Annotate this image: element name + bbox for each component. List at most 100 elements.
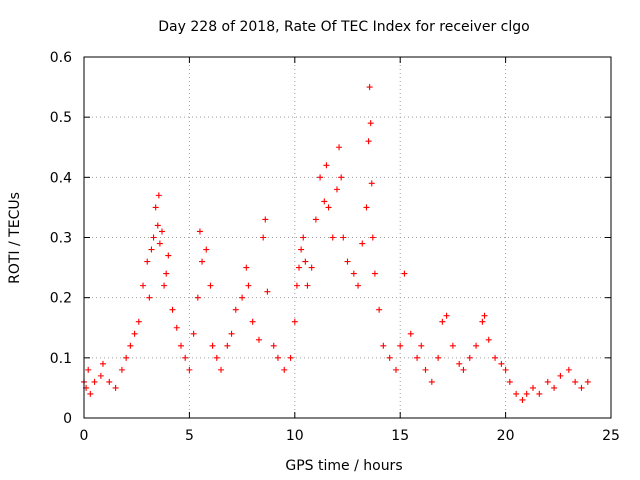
data-point xyxy=(255,336,262,343)
data-point xyxy=(439,318,446,325)
data-point xyxy=(584,378,591,385)
data-point xyxy=(544,378,551,385)
data-point xyxy=(308,264,315,271)
y-tick-label: 0.6 xyxy=(50,50,72,66)
data-point xyxy=(557,372,564,379)
data-point xyxy=(177,342,184,349)
data-point xyxy=(502,366,509,373)
data-point xyxy=(325,204,332,211)
grid-lines xyxy=(84,57,611,418)
data-point xyxy=(366,84,373,91)
data-point xyxy=(182,354,189,361)
data-point xyxy=(158,228,165,235)
data-point xyxy=(270,342,277,349)
data-point xyxy=(152,204,159,211)
data-point xyxy=(218,366,225,373)
data-point xyxy=(551,384,558,391)
data-point xyxy=(519,396,526,403)
data-point xyxy=(112,384,119,391)
data-point xyxy=(146,294,153,301)
data-point xyxy=(428,378,435,385)
data-point xyxy=(228,330,235,337)
data-point xyxy=(466,354,473,361)
data-point xyxy=(87,390,94,397)
y-tick-label: 0.1 xyxy=(50,351,72,367)
data-point xyxy=(243,264,250,271)
data-point xyxy=(368,180,375,187)
data-point xyxy=(340,234,347,241)
y-tick-label: 0.3 xyxy=(50,231,72,247)
data-point xyxy=(148,246,155,253)
data-point xyxy=(300,234,307,241)
data-point xyxy=(239,294,246,301)
data-point xyxy=(156,240,163,247)
data-point xyxy=(127,342,134,349)
y-tick-label: 0.4 xyxy=(50,170,72,186)
data-point xyxy=(376,306,383,313)
data-point xyxy=(365,138,372,145)
data-point xyxy=(207,282,214,289)
data-point xyxy=(106,378,113,385)
data-point xyxy=(392,366,399,373)
data-point xyxy=(91,378,98,385)
data-point xyxy=(245,282,252,289)
data-point xyxy=(336,144,343,151)
x-tick-label: 25 xyxy=(602,428,620,444)
data-point xyxy=(118,366,125,373)
data-point xyxy=(155,192,162,199)
data-point xyxy=(186,366,193,373)
data-point xyxy=(317,174,324,181)
chart-title: Day 228 of 2018, Rate Of TEC Index for r… xyxy=(158,19,529,35)
data-point xyxy=(422,366,429,373)
data-point xyxy=(367,120,374,127)
data-point xyxy=(304,282,311,289)
data-point xyxy=(506,378,513,385)
data-point xyxy=(473,342,480,349)
data-point xyxy=(321,198,328,205)
data-point xyxy=(287,354,294,361)
data-point xyxy=(380,342,387,349)
data-point xyxy=(407,330,414,337)
data-point xyxy=(262,216,269,223)
y-tick-labels: 0 0.1 0.2 0.3 0.4 0.5 0.6 xyxy=(50,50,72,427)
data-point xyxy=(194,294,201,301)
data-point xyxy=(99,360,106,367)
data-point xyxy=(298,246,305,253)
data-point xyxy=(338,174,345,181)
data-point xyxy=(418,342,425,349)
y-tick-label: 0 xyxy=(63,411,72,427)
data-point xyxy=(150,234,157,241)
data-point xyxy=(131,330,138,337)
y-axis-label: ROTI / TECUs xyxy=(7,192,23,284)
data-point xyxy=(296,264,303,271)
data-point xyxy=(523,390,530,397)
data-points xyxy=(81,84,591,403)
data-point xyxy=(213,354,220,361)
data-point xyxy=(536,390,543,397)
data-point xyxy=(355,282,362,289)
data-point xyxy=(449,342,456,349)
data-point xyxy=(173,324,180,331)
data-point xyxy=(203,246,210,253)
x-tick-labels: 0 5 10 15 20 25 xyxy=(80,428,620,444)
data-point xyxy=(154,222,161,229)
data-point xyxy=(359,240,366,247)
data-point xyxy=(369,234,376,241)
data-point xyxy=(397,342,404,349)
data-point xyxy=(144,258,151,265)
data-point xyxy=(232,306,239,313)
data-point xyxy=(485,336,492,343)
data-point xyxy=(498,360,505,367)
data-point xyxy=(414,354,421,361)
data-point xyxy=(312,216,319,223)
data-point xyxy=(199,258,206,265)
data-point xyxy=(578,384,585,391)
data-point xyxy=(530,384,537,391)
plot-frame xyxy=(83,56,612,419)
data-point xyxy=(196,228,203,235)
data-point xyxy=(350,270,357,277)
data-point xyxy=(401,270,408,277)
data-point xyxy=(565,366,572,373)
data-point xyxy=(281,366,288,373)
